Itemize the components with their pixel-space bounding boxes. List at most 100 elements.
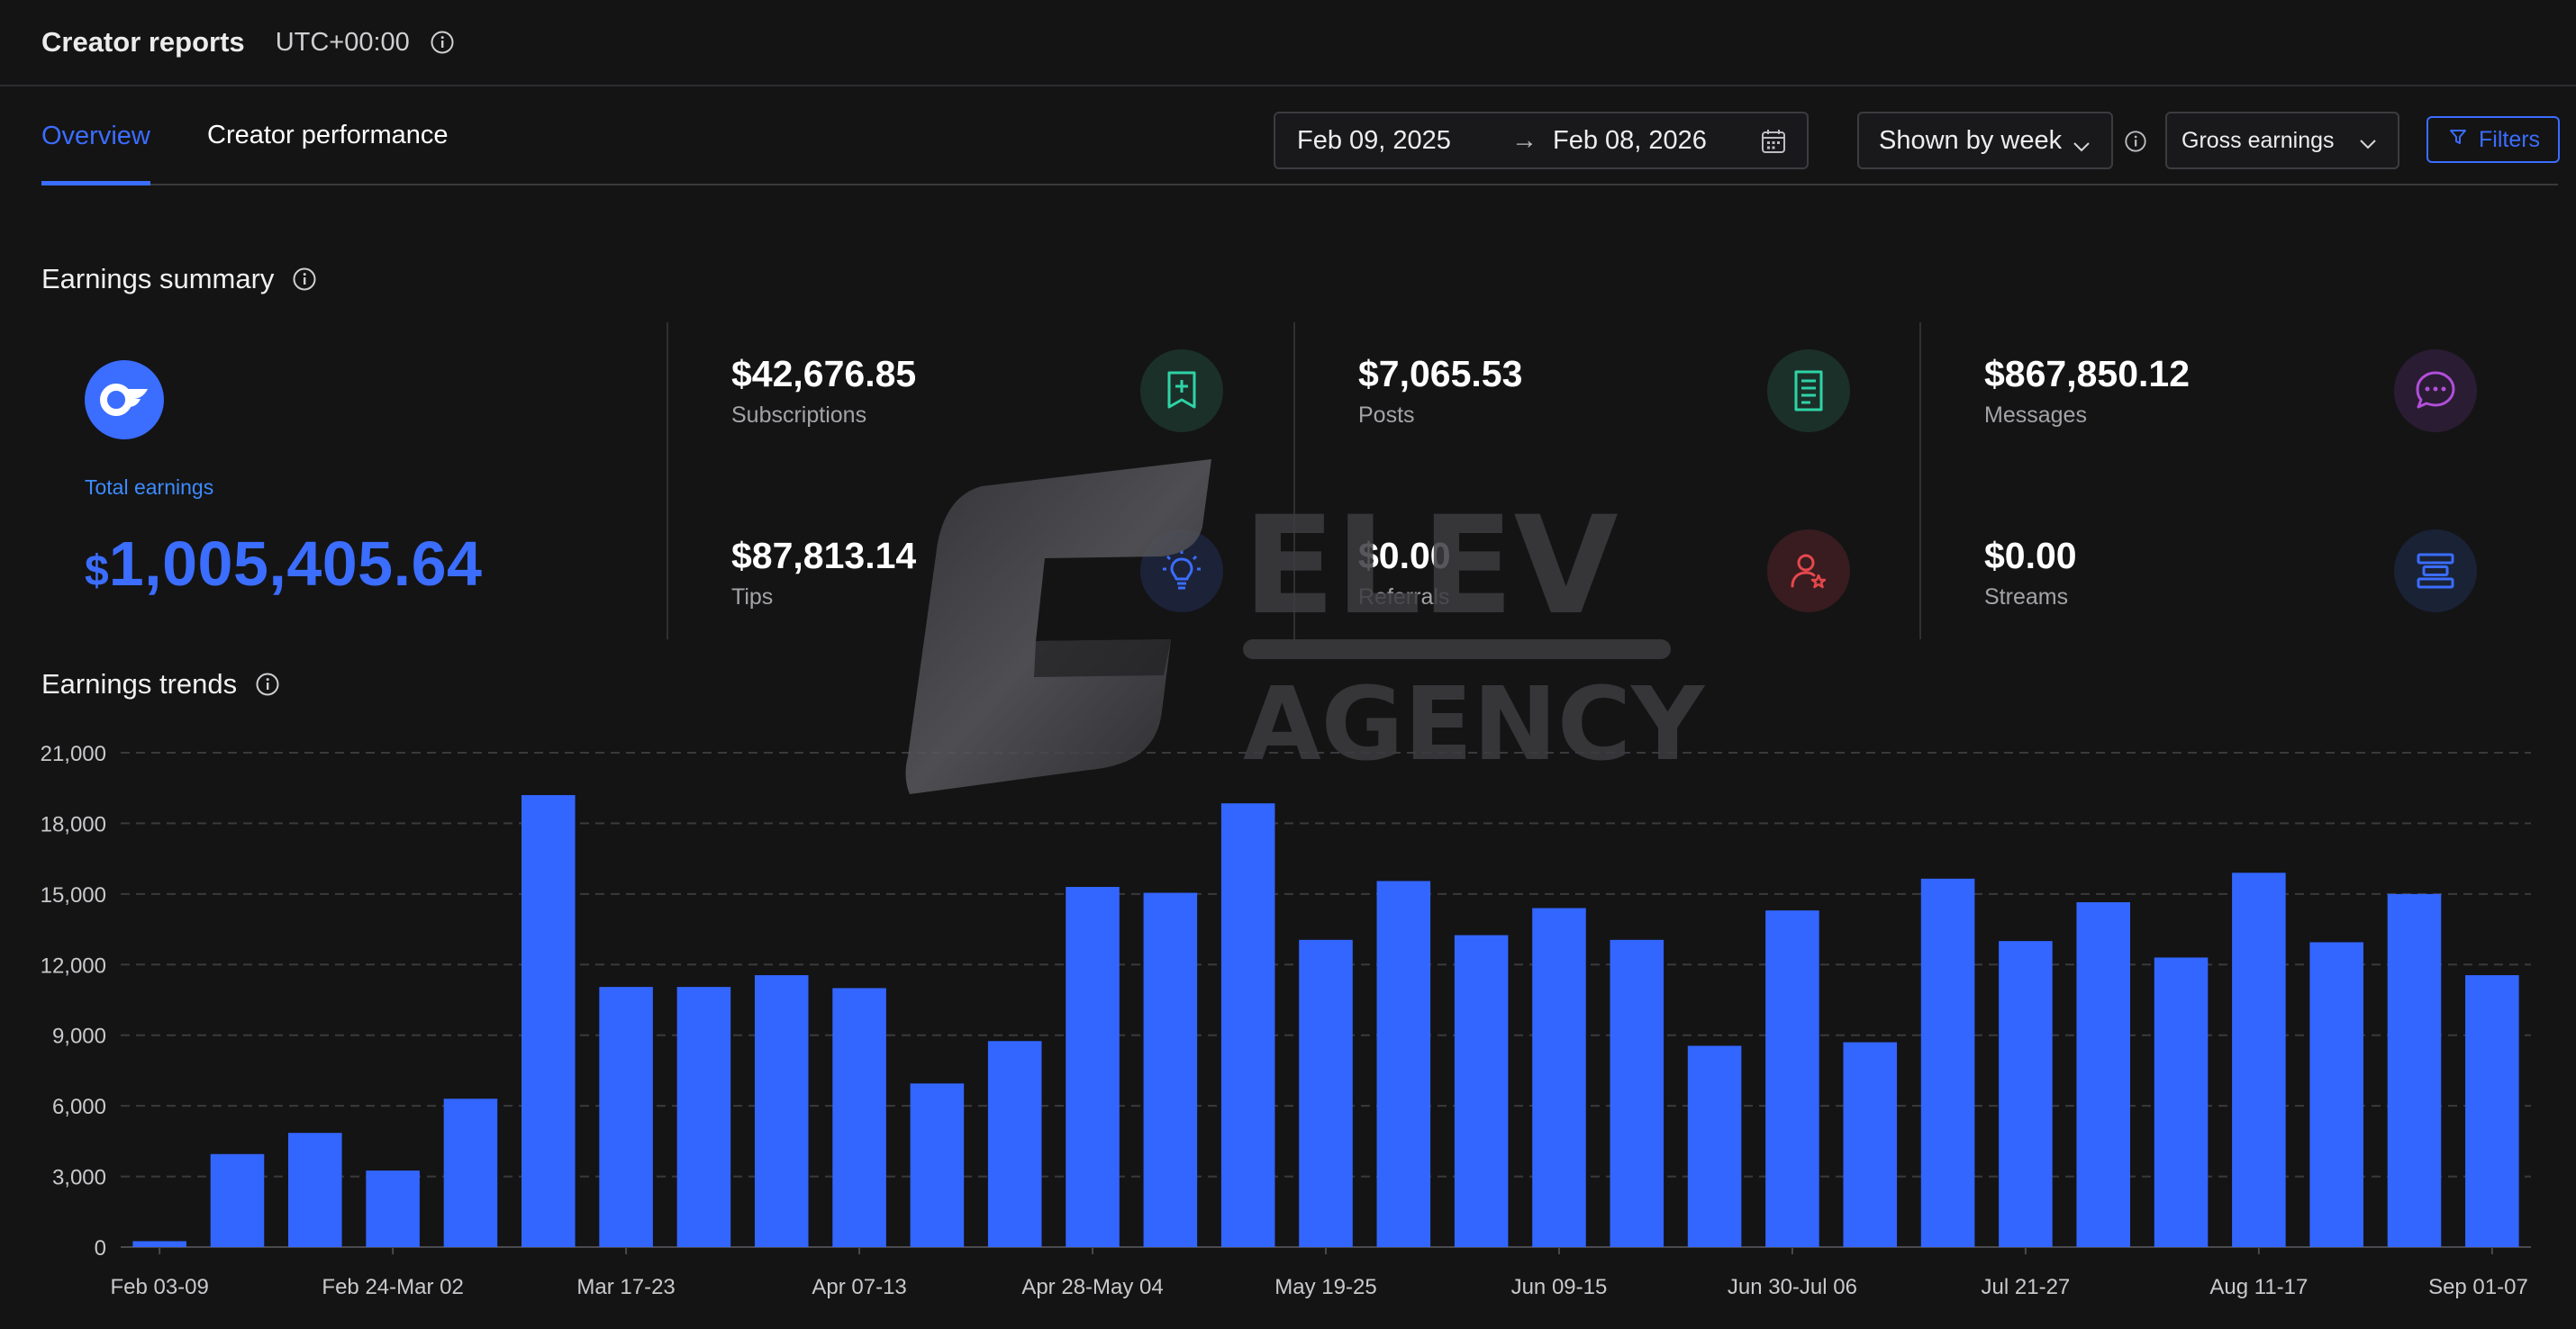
total-amount: 1,005,405.64 — [108, 529, 483, 599]
bar — [1454, 935, 1509, 1247]
filters-button[interactable]: Filters — [2426, 116, 2560, 163]
top-bar: Creator reports UTC+00:00 — [0, 0, 2576, 86]
onlyfans-logo-icon — [85, 360, 164, 439]
bar — [987, 1041, 1042, 1247]
filter-icon — [2448, 127, 2468, 153]
y-tick-label: 12,000 — [41, 954, 106, 978]
date-end[interactable]: Feb 08, 2026 — [1553, 125, 1707, 155]
info-icon[interactable] — [255, 672, 280, 697]
referrals-value: $0.00 — [1358, 535, 1451, 576]
bar — [754, 975, 809, 1247]
timezone-label: UTC+00:00 — [275, 27, 410, 57]
chevron-down-icon — [2072, 133, 2091, 163]
metric-value: Gross earnings — [2181, 127, 2335, 153]
earnings-trends-chart: 0 3,000 6,000 9,000 12,000 15,000 18,000 21,000… — [41, 742, 2531, 1299]
bar — [910, 1083, 965, 1247]
divider — [1919, 322, 1921, 639]
streams-value: $0.00 — [1984, 535, 2077, 576]
bar — [599, 987, 653, 1247]
tips-value: $87,813.14 — [731, 535, 917, 576]
chevron-down-icon — [2358, 133, 2378, 159]
bar — [443, 1098, 498, 1247]
bar — [132, 1241, 186, 1247]
y-tick-label: 9,000 — [52, 1025, 106, 1049]
subscriptions-value: $42,676.85 — [731, 353, 917, 394]
messages-value: $867,850.12 — [1984, 353, 2191, 394]
date-start[interactable]: Feb 09, 2025 — [1297, 125, 1451, 155]
bar — [2309, 942, 2363, 1247]
user-star-icon — [1767, 529, 1850, 612]
streams-icon — [2394, 529, 2477, 612]
bar — [1143, 892, 1198, 1247]
total-earnings-value: $ 1,005,405.64 — [85, 528, 482, 600]
lightbulb-icon — [1140, 529, 1223, 612]
bar — [1220, 803, 1275, 1247]
bar — [676, 987, 731, 1247]
date-range-picker[interactable]: Feb 09, 2025 → Feb 08, 2026 — [1274, 112, 1809, 169]
x-tick-label: Sep 01-07 — [2428, 1275, 2528, 1299]
posts-label: Posts — [1358, 402, 1415, 428]
x-tick-label: May 19-25 — [1274, 1275, 1376, 1299]
earnings-summary-title: Earnings summary — [41, 263, 317, 295]
total-earnings-label: Total earnings — [85, 475, 214, 499]
info-icon[interactable] — [292, 267, 317, 292]
referrals-label: Referrals — [1358, 584, 1450, 610]
subscription-icon — [1140, 349, 1223, 432]
calendar-icon[interactable] — [1760, 128, 1787, 162]
bar — [1765, 910, 1819, 1247]
bar — [2076, 902, 2131, 1247]
earnings-trends-title: Earnings trends — [41, 668, 280, 701]
messages-label: Messages — [1984, 402, 2087, 428]
y-tick-label: 0 — [95, 1236, 106, 1261]
bar — [521, 795, 576, 1247]
total-currency: $ — [85, 547, 109, 595]
bar — [2387, 893, 2442, 1247]
streams-label: Streams — [1984, 584, 2069, 610]
divider — [667, 322, 668, 639]
grouping-value: Shown by week — [1879, 125, 2063, 155]
y-tick-label: 6,000 — [52, 1095, 106, 1119]
tab-overview[interactable]: Overview — [41, 86, 150, 185]
date-arrow: → — [1511, 125, 1537, 155]
y-tick-label: 21,000 — [41, 742, 106, 766]
tips-label: Tips — [731, 584, 774, 610]
bar — [2154, 957, 2209, 1247]
bar — [1687, 1045, 1742, 1247]
section-title-text: Earnings summary — [41, 263, 275, 294]
chat-bubble-icon — [2394, 349, 2477, 432]
bar — [1843, 1042, 1898, 1247]
page-title: Creator reports — [41, 26, 245, 58]
section-title-text: Earnings trends — [41, 668, 238, 700]
bar — [1999, 941, 2053, 1247]
metric-select[interactable]: Gross earnings — [2165, 112, 2399, 169]
x-tick-label: Apr 07-13 — [812, 1275, 906, 1299]
y-tick-label: 15,000 — [41, 883, 106, 908]
x-tick-label: Jun 09-15 — [1511, 1275, 1608, 1299]
bar — [1299, 939, 1353, 1247]
bar — [1376, 881, 1431, 1247]
bar — [1610, 939, 1664, 1247]
x-tick-label: Aug 11-17 — [2209, 1275, 2308, 1299]
x-tick-label: Jun 30-Jul 06 — [1728, 1275, 1857, 1299]
y-tick-label: 3,000 — [52, 1166, 106, 1190]
document-icon — [1767, 349, 1850, 432]
x-tick-label: Jul 21-27 — [1982, 1275, 2071, 1299]
y-tick-label: 18,000 — [41, 812, 106, 836]
grouping-select[interactable]: Shown by week — [1857, 112, 2113, 169]
tab-creator-performance[interactable]: Creator performance — [207, 120, 449, 149]
info-icon[interactable] — [430, 30, 455, 55]
bar — [288, 1133, 342, 1247]
filters-label: Filters — [2479, 126, 2541, 152]
bar — [210, 1153, 265, 1247]
subscriptions-label: Subscriptions — [731, 402, 867, 428]
bar — [1066, 887, 1120, 1247]
info-icon[interactable] — [2124, 130, 2147, 153]
bar — [366, 1171, 420, 1247]
bar — [1920, 878, 1975, 1247]
x-tick-label: Feb 03-09 — [110, 1275, 208, 1299]
x-tick-label: Feb 24-Mar 02 — [322, 1275, 463, 1299]
x-tick-label: Apr 28-May 04 — [1021, 1275, 1163, 1299]
tabs-bar: Overview Creator performance — [41, 86, 2558, 185]
bar — [1532, 908, 1586, 1247]
posts-value: $7,065.53 — [1358, 353, 1523, 394]
